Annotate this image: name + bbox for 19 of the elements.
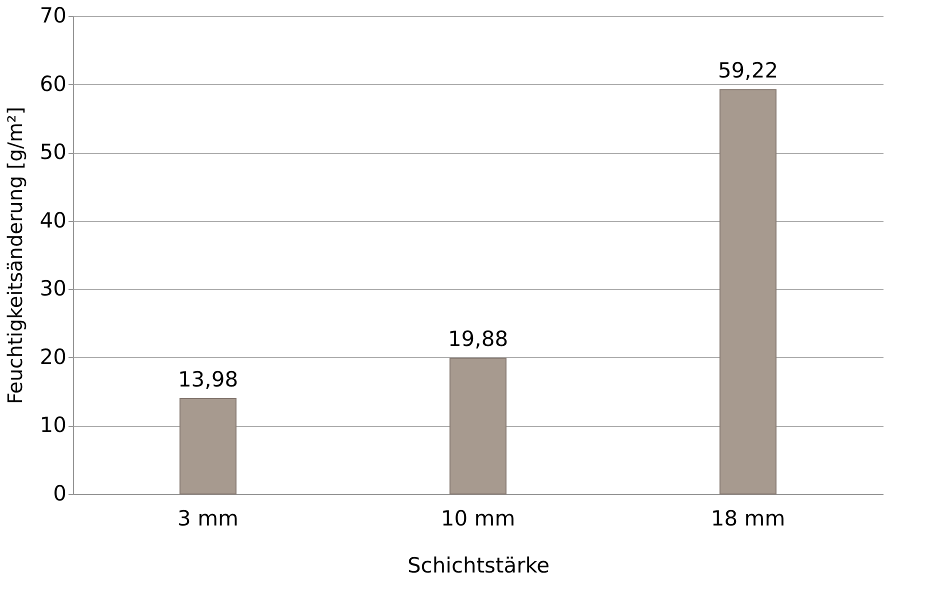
data-label: 13,98 — [178, 368, 238, 392]
y-tick-label: 20 — [40, 344, 66, 369]
x-tick-label: 3 mm — [178, 506, 238, 530]
x-tick-label: 10 mm — [440, 506, 516, 530]
y-tick-label: 40 — [40, 208, 66, 232]
y-tick-label: 50 — [40, 140, 66, 164]
y-tick-label: 10 — [40, 413, 66, 438]
data-label: 59,22 — [718, 58, 778, 83]
y-tick-label: 60 — [40, 72, 66, 96]
y-tick-label: 0 — [53, 482, 66, 506]
bar — [450, 358, 506, 494]
x-tick-label: 18 mm — [710, 506, 786, 530]
y-tick-label: 70 — [40, 4, 66, 28]
data-label: 19,88 — [448, 327, 508, 352]
y-axis-title: Feuchtigkeitsänderung [g/m²] — [2, 106, 27, 404]
x-axis-title: Schichtstärke — [407, 554, 550, 578]
y-tick-label: 30 — [40, 276, 66, 301]
bar — [180, 398, 236, 494]
bar — [720, 89, 776, 494]
